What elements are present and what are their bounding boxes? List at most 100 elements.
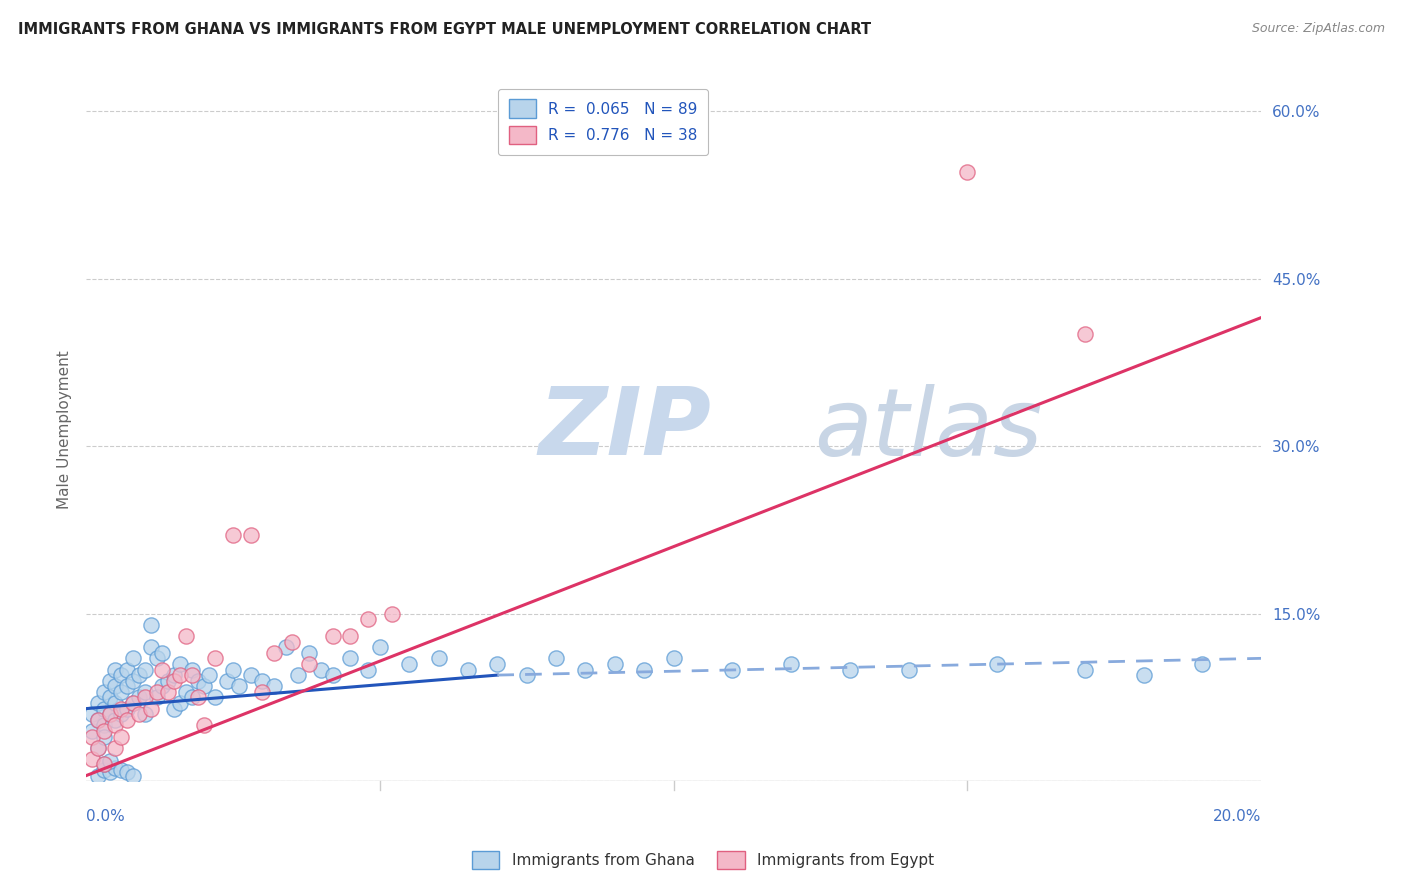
Point — [1132, 668, 1154, 682]
Point — [174, 685, 197, 699]
Point — [956, 165, 979, 179]
Point — [152, 679, 174, 693]
Point — [104, 740, 127, 755]
Point — [1191, 657, 1213, 671]
Point — [217, 673, 239, 688]
Point — [239, 668, 262, 682]
Point — [104, 696, 127, 710]
Point — [187, 673, 209, 688]
Point — [152, 663, 174, 677]
Point — [110, 701, 132, 715]
Text: IMMIGRANTS FROM GHANA VS IMMIGRANTS FROM EGYPT MALE UNEMPLOYMENT CORRELATION CHA: IMMIGRANTS FROM GHANA VS IMMIGRANTS FROM… — [18, 22, 872, 37]
Point — [222, 663, 245, 677]
Point — [252, 685, 274, 699]
Point — [163, 673, 186, 688]
Point — [122, 651, 145, 665]
Point — [163, 668, 186, 682]
Point — [110, 685, 132, 699]
Point — [93, 757, 115, 772]
Point — [93, 757, 115, 772]
Point — [139, 617, 162, 632]
Point — [93, 730, 115, 744]
Point — [222, 528, 245, 542]
Point — [93, 723, 115, 738]
Point — [128, 707, 150, 722]
Point — [180, 690, 202, 705]
Text: Source: ZipAtlas.com: Source: ZipAtlas.com — [1251, 22, 1385, 36]
Point — [897, 663, 920, 677]
Point — [986, 657, 1008, 671]
Point — [274, 640, 297, 655]
Point — [122, 696, 145, 710]
Point — [198, 668, 221, 682]
Point — [239, 528, 262, 542]
Point — [98, 690, 121, 705]
Point — [204, 651, 226, 665]
Point — [780, 657, 803, 671]
Point — [287, 668, 309, 682]
Point — [87, 740, 110, 755]
Point — [122, 769, 145, 783]
Point — [104, 761, 127, 775]
Point — [110, 707, 132, 722]
Point — [322, 629, 344, 643]
Legend: Immigrants from Ghana, Immigrants from Egypt: Immigrants from Ghana, Immigrants from E… — [465, 845, 941, 875]
Point — [381, 607, 404, 621]
Point — [603, 657, 626, 671]
Point — [838, 663, 860, 677]
Point — [252, 673, 274, 688]
Point — [80, 723, 103, 738]
Point — [98, 765, 121, 780]
Point — [228, 679, 250, 693]
Point — [110, 668, 132, 682]
Point — [93, 718, 115, 732]
Point — [174, 629, 197, 643]
Point — [87, 713, 110, 727]
Point — [157, 685, 180, 699]
Point — [309, 663, 332, 677]
Point — [115, 701, 138, 715]
Point — [486, 657, 509, 671]
Point — [368, 640, 391, 655]
Point — [87, 713, 110, 727]
Point — [93, 685, 115, 699]
Point — [110, 730, 132, 744]
Text: atlas: atlas — [814, 384, 1043, 475]
Point — [193, 718, 215, 732]
Legend: R =  0.065   N = 89, R =  0.776   N = 38: R = 0.065 N = 89, R = 0.776 N = 38 — [498, 88, 709, 155]
Point — [104, 718, 127, 732]
Point — [204, 690, 226, 705]
Point — [104, 713, 127, 727]
Y-axis label: Male Unemployment: Male Unemployment — [58, 350, 72, 508]
Point — [115, 765, 138, 780]
Point — [339, 629, 361, 643]
Point — [1074, 663, 1097, 677]
Point — [322, 668, 344, 682]
Point — [398, 657, 420, 671]
Point — [115, 679, 138, 693]
Point — [169, 668, 191, 682]
Point — [169, 696, 191, 710]
Point — [93, 763, 115, 777]
Point — [98, 707, 121, 722]
Point — [98, 707, 121, 722]
Point — [134, 707, 156, 722]
Point — [546, 651, 568, 665]
Point — [122, 696, 145, 710]
Point — [110, 763, 132, 777]
Point — [427, 651, 450, 665]
Point — [193, 679, 215, 693]
Point — [357, 663, 380, 677]
Point — [339, 651, 361, 665]
Point — [87, 740, 110, 755]
Text: 20.0%: 20.0% — [1213, 809, 1261, 824]
Point — [128, 668, 150, 682]
Text: ZIP: ZIP — [538, 384, 711, 475]
Point — [633, 663, 655, 677]
Point — [1074, 327, 1097, 342]
Point — [721, 663, 744, 677]
Point — [115, 663, 138, 677]
Point — [80, 752, 103, 766]
Point — [280, 634, 302, 648]
Point — [516, 668, 538, 682]
